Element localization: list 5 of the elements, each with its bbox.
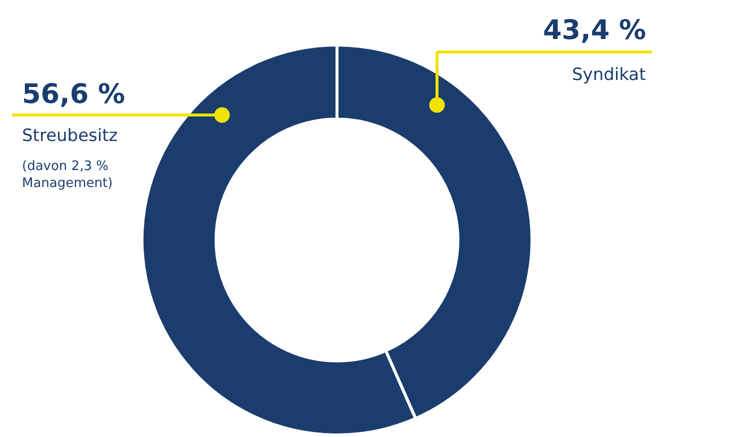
slice-label: Streubesitz bbox=[22, 126, 118, 146]
data-label: 56,6 % bbox=[22, 79, 126, 110]
text: (davon 2,3 % Management) bbox=[22, 159, 113, 191]
data-label: 43,4 % bbox=[543, 15, 646, 46]
slice-label: Syndikat bbox=[572, 65, 646, 85]
